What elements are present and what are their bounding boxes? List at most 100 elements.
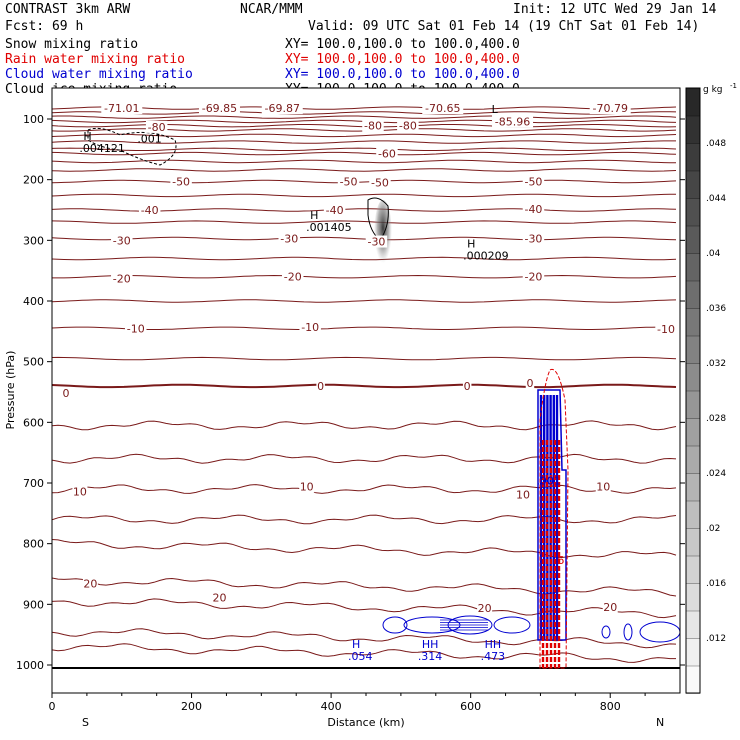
colorbar-swatch bbox=[685, 225, 701, 254]
temperature-contour-line bbox=[52, 484, 677, 494]
colorbar-swatch bbox=[685, 472, 701, 502]
extremum-value: .473 bbox=[481, 650, 506, 663]
temperature-contour-label: -71.01 bbox=[104, 102, 139, 115]
rain-outline bbox=[539, 368, 569, 669]
temperature-contour-label: -80 bbox=[364, 120, 382, 133]
contour-label-bg bbox=[145, 120, 168, 133]
temperature-contour-label: 10 bbox=[596, 481, 610, 494]
contour-label-bg bbox=[369, 176, 391, 189]
y-tick-label: 100 bbox=[23, 113, 44, 126]
contour-label-bg bbox=[515, 488, 531, 501]
contour-labels: -71.01 -69.85 -69.87 -70.65 -70.79 -85.96 -80 -… bbox=[61, 102, 677, 615]
extremum-kind: H bbox=[83, 130, 91, 143]
y-tick-label: 300 bbox=[23, 234, 44, 247]
temperature-contour-label: 0 bbox=[62, 387, 69, 400]
contour-label-bg bbox=[281, 270, 304, 283]
temperature-contour-line bbox=[52, 356, 677, 361]
contour-label-bg bbox=[376, 147, 398, 160]
temperature-contour-label: -10 bbox=[657, 323, 675, 336]
temperature-contour-line bbox=[52, 274, 677, 279]
temperature-contour-label: -40 bbox=[524, 203, 542, 216]
contour-label-bg bbox=[397, 119, 419, 132]
colorbar: .012 .016 .02 .024 .028 .032 .036 .04 .044 .048 bbox=[685, 87, 726, 694]
colorbar-unit-exponent: -1 bbox=[730, 82, 737, 90]
temperature-contour-label: -50 bbox=[524, 175, 542, 188]
contour-label-bg bbox=[198, 102, 240, 115]
colorbar-tick-label: .02 bbox=[706, 524, 720, 534]
contour-label-bg bbox=[522, 175, 545, 188]
temperature-contour-line bbox=[52, 159, 676, 164]
contour-label-bg bbox=[111, 272, 133, 285]
contour-label-bg bbox=[316, 379, 325, 392]
colorbar-unit: g kg bbox=[703, 85, 723, 95]
temperature-contour-line bbox=[52, 598, 677, 619]
temperature-contour-label: -85.96 bbox=[495, 115, 530, 128]
colorbar-swatch bbox=[685, 390, 701, 419]
contour-label-bg bbox=[323, 204, 346, 216]
colorbar-swatch bbox=[685, 500, 701, 529]
temperature-contour-line bbox=[52, 106, 677, 110]
temperature-contour-label: -70.79 bbox=[592, 102, 627, 115]
contour-label-bg bbox=[589, 102, 631, 115]
extremum-kind: H bbox=[310, 209, 318, 222]
contour-label-bg bbox=[299, 480, 315, 493]
extremum-kind: H bbox=[352, 638, 360, 651]
temperature-contour-line bbox=[52, 514, 677, 525]
contour-label-bg bbox=[477, 601, 493, 614]
temperature-contour-line bbox=[52, 151, 677, 156]
contour-label-bg bbox=[422, 102, 464, 115]
y-tick-label: 200 bbox=[23, 174, 44, 187]
extremum-value: .001405 bbox=[306, 221, 352, 234]
x-axis-ticks: 0 200 400 600 800 bbox=[49, 693, 646, 713]
temperature-contour-label: -80 bbox=[399, 120, 417, 133]
header-left1: CONTRAST 3km ARW bbox=[5, 2, 130, 17]
contour-label-bg bbox=[492, 115, 534, 128]
temperature-contour-label: 0 bbox=[317, 380, 324, 393]
temperature-contour-label: 20 bbox=[212, 592, 226, 605]
extrema-labels: H.004121.001H.001405H.000209LH.054HH.314… bbox=[79, 103, 564, 663]
y-axis-title: Pressure (hPa) bbox=[4, 351, 17, 430]
temperature-contour-label: -40 bbox=[141, 204, 159, 217]
extremum-kind: HH bbox=[485, 638, 502, 651]
colorbar-swatch bbox=[685, 197, 701, 227]
temperature-contour-label: 10 bbox=[73, 485, 87, 498]
header-center1: NCAR/MMM bbox=[240, 2, 303, 17]
legend-snow-xy: XY= 100.0,100.0 to 100.0,400.0 bbox=[285, 37, 520, 52]
contour-label-bg bbox=[522, 202, 545, 215]
temperature-contour-line bbox=[52, 453, 677, 464]
temperature-contour-line bbox=[52, 147, 677, 151]
colorbar-tick-label: .024 bbox=[706, 469, 726, 479]
temperature-contour-line bbox=[52, 115, 677, 119]
x-tick-label: 0 bbox=[49, 700, 56, 713]
contour-label-bg bbox=[462, 379, 472, 392]
header-fcst: Fcst: 69 h bbox=[5, 19, 83, 34]
temperature-contour-label: -10 bbox=[127, 322, 145, 335]
cloud-water-patch bbox=[493, 616, 531, 634]
contour-label-bg bbox=[522, 232, 545, 245]
legend-cloudwater-xy: XY= 100.0,100.0 to 100.0,400.0 bbox=[285, 67, 520, 82]
temperature-contour-label: 0 bbox=[464, 380, 471, 393]
extremum-value: .054 bbox=[348, 650, 373, 663]
temperature-contour-line bbox=[52, 236, 677, 241]
contour-label-bg bbox=[82, 577, 98, 590]
temperature-contour-label: -30 bbox=[524, 233, 542, 246]
extremum-kind: HH bbox=[422, 638, 439, 651]
cloud-water-patch bbox=[382, 616, 408, 634]
cloud-water-outline bbox=[537, 389, 567, 641]
temperature-contour-line bbox=[52, 193, 677, 198]
colorbar-tick-label: .032 bbox=[706, 359, 726, 369]
colorbar-swatch bbox=[685, 170, 701, 199]
temperature-contour-line bbox=[52, 539, 677, 559]
colorbar-swatch bbox=[685, 610, 701, 639]
contour-label-bg bbox=[337, 175, 360, 188]
contour-label-bg bbox=[278, 232, 300, 245]
contour-label-bg bbox=[595, 480, 611, 493]
mixing-ratio-features bbox=[87, 127, 680, 669]
contour-label-bg bbox=[365, 235, 388, 248]
x-tick-label: 800 bbox=[600, 700, 621, 713]
colorbar-tick-label: .044 bbox=[706, 194, 726, 204]
colorbar-swatch bbox=[685, 280, 701, 309]
colorbar-frame bbox=[685, 87, 701, 694]
